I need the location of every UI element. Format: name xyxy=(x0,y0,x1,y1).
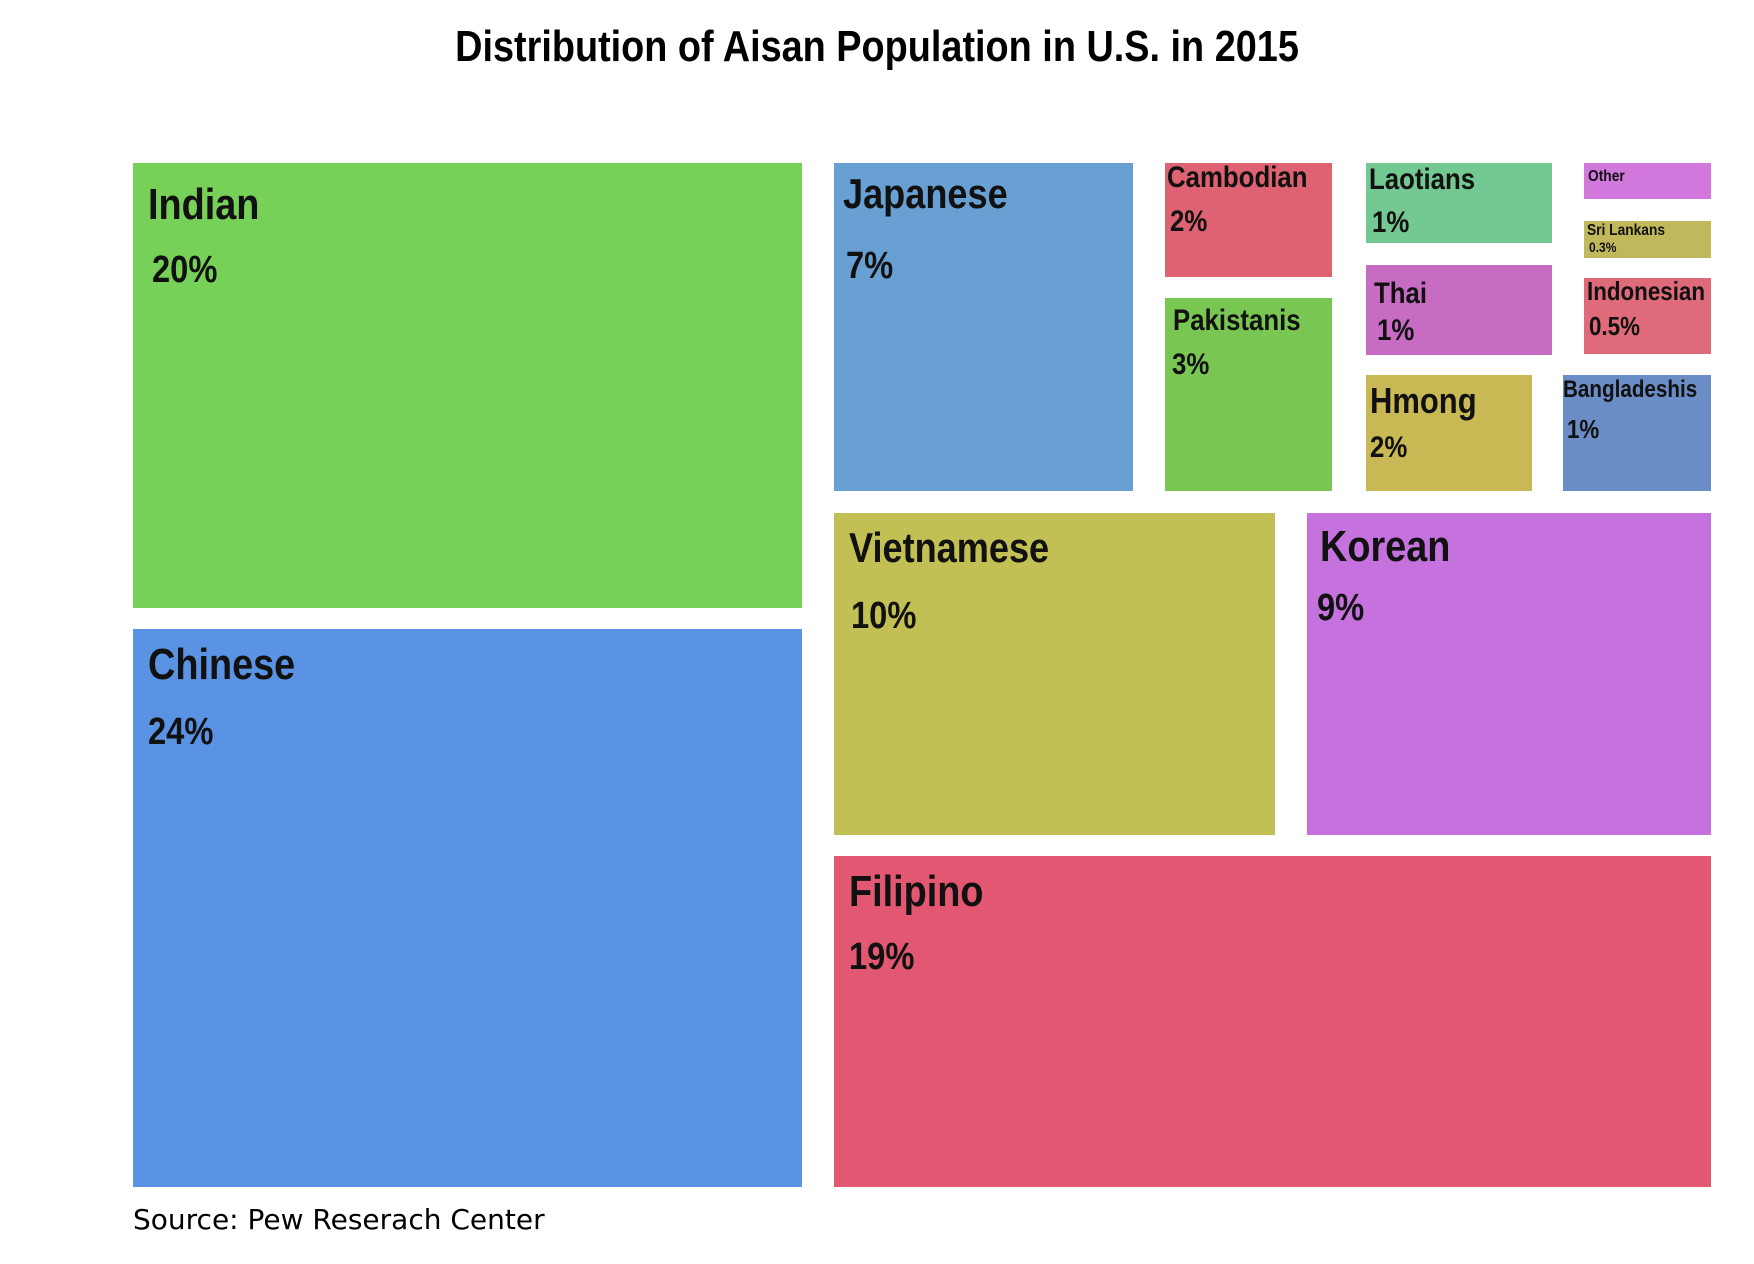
treemap-tile-vietnamese: Vietnamese 10% xyxy=(834,513,1275,835)
treemap-tile-cambodian: Cambodian 2% xyxy=(1165,163,1332,277)
treemap-tile-japanese: Japanese 7% xyxy=(834,163,1133,491)
treemap-tile-korean: Korean 9% xyxy=(1307,513,1711,835)
tile-value-thai: 1% xyxy=(1377,314,1415,347)
treemap-tile-filipino: Filipino 19% xyxy=(834,856,1711,1187)
tile-label-chinese: Chinese xyxy=(148,640,296,689)
tile-value-indonesian: 0.5% xyxy=(1589,311,1640,341)
treemap-tile-hmong: Hmong 2% xyxy=(1366,375,1532,491)
treemap-tile-laotians: Laotians 1% xyxy=(1366,163,1552,243)
tile-value-hmong: 2% xyxy=(1370,431,1408,464)
tile-label-pakistanis: Pakistanis xyxy=(1173,304,1301,337)
tile-label-other: Other xyxy=(1588,168,1625,185)
tile-label-vietnamese: Vietnamese xyxy=(849,524,1050,571)
tile-label-hmong: Hmong xyxy=(1370,380,1477,421)
treemap-tile-bangladeshis: Bangladeshis 1% xyxy=(1563,375,1711,491)
tile-value-japanese: 7% xyxy=(846,245,894,287)
tile-value-laotians: 1% xyxy=(1372,206,1410,239)
tile-label-thai: Thai xyxy=(1374,277,1428,310)
tile-value-korean: 9% xyxy=(1317,587,1365,629)
tile-value-vietnamese: 10% xyxy=(851,595,917,637)
tile-label-laotians: Laotians xyxy=(1369,163,1476,196)
tile-label-sri-lankans: Sri Lankans xyxy=(1587,222,1666,239)
tile-value-filipino: 19% xyxy=(849,936,915,978)
source-note: Source: Pew Reserach Center xyxy=(133,1203,545,1236)
treemap-tile-pakistanis: Pakistanis 3% xyxy=(1165,298,1332,491)
treemap-tile-indonesian: Indonesian 0.5% xyxy=(1584,278,1711,354)
tile-value-cambodian: 2% xyxy=(1170,205,1208,238)
chart-title: Distribution of Aisan Population in U.S.… xyxy=(455,22,1299,71)
tile-value-pakistanis: 3% xyxy=(1172,348,1210,381)
tile-label-indonesian: Indonesian xyxy=(1587,276,1706,306)
tile-value-bangladeshis: 1% xyxy=(1567,414,1600,444)
tile-label-korean: Korean xyxy=(1320,522,1451,571)
treemap-tile-thai: Thai 1% xyxy=(1366,265,1552,355)
tile-label-cambodian: Cambodian xyxy=(1167,161,1308,194)
tile-label-bangladeshis: Bangladeshis xyxy=(1563,376,1698,403)
tile-label-filipino: Filipino xyxy=(849,867,984,916)
tile-label-japanese: Japanese xyxy=(843,170,1008,217)
tile-value-indian: 20% xyxy=(152,249,218,291)
tile-label-indian: Indian xyxy=(148,180,260,229)
tile-value-chinese: 24% xyxy=(148,711,214,753)
treemap-tile-chinese: Chinese 24% xyxy=(133,629,802,1187)
treemap-tile-indian: Indian 20% xyxy=(133,163,802,608)
tile-value-sri-lankans: 0.3% xyxy=(1589,239,1617,255)
treemap-tile-other: Other xyxy=(1584,163,1711,199)
treemap-tile-sri-lankans: Sri Lankans 0.3% xyxy=(1584,221,1711,258)
